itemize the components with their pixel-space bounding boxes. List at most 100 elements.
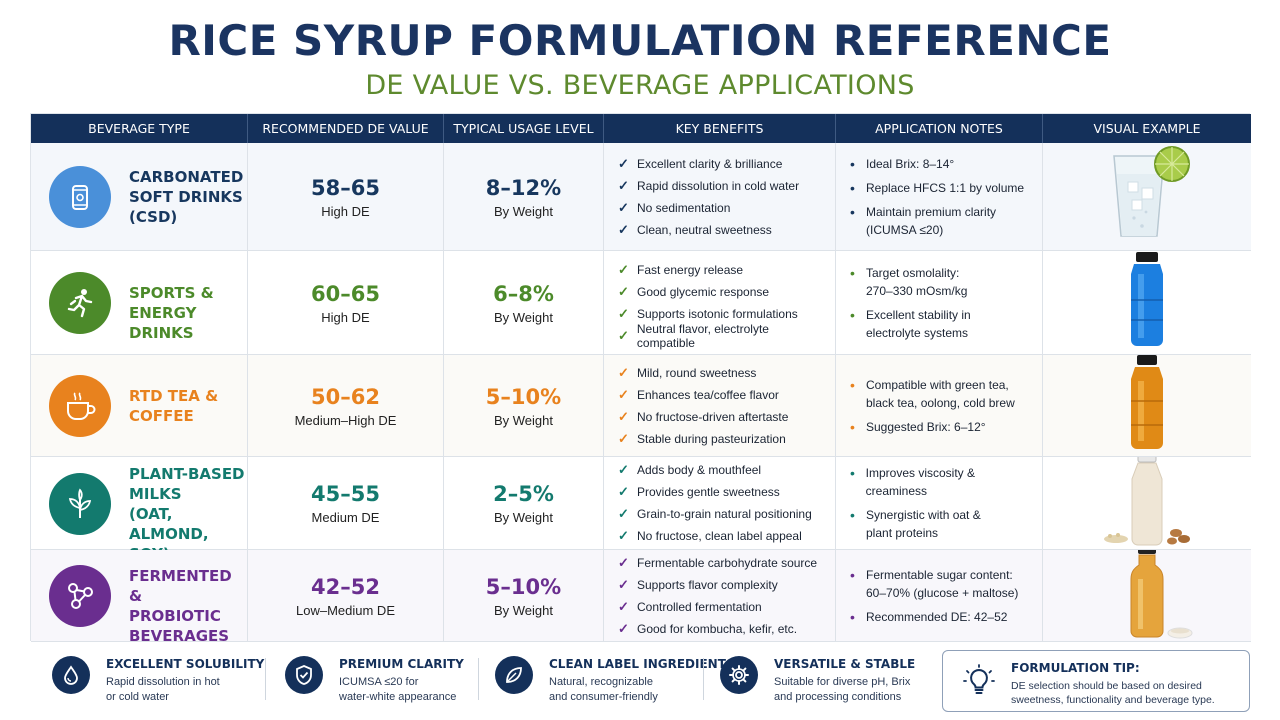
note-text: Ideal Brix: 8–14°: [866, 156, 955, 171]
de-label: Medium DE: [311, 510, 380, 525]
note-text: Compatible with green tea, black tea, oo…: [866, 377, 1015, 410]
application-notes-cell: • Compatible with green tea, black tea, o…: [836, 355, 1043, 456]
note-item: • Improves viscosity & creaminess: [850, 464, 1036, 500]
benefit-item: ✓ No fructose-driven aftertaste: [618, 406, 829, 428]
check-icon: ✓: [618, 261, 629, 277]
note-text: Maintain premium clarity (ICUMSA ≤20): [866, 204, 997, 237]
check-icon: ✓: [618, 199, 629, 215]
de-value: 45–55: [311, 482, 380, 506]
table-header: BEVERAGE TYPE RECOMMENDED DE VALUE TYPIC…: [31, 114, 1251, 143]
benefit-text: Provides gentle sweetness: [637, 485, 780, 499]
benefit-text: No sedimentation: [637, 200, 731, 215]
de-label: High DE: [321, 203, 370, 219]
feature-clean-label: CLEAN LABEL INGREDIENT Natural, recogniz…: [495, 648, 726, 708]
key-benefits-cell: ✓ Mild, round sweetness ✓ Enhances tea/coff…: [604, 355, 836, 456]
beverage-type-cell: RTD TEA & COFFEE: [31, 355, 248, 456]
check-icon: ✓: [618, 221, 629, 237]
feature-text: ICUMSA ≤20 for water-white appearance: [339, 676, 457, 703]
column-header-usage-level: TYPICAL USAGE LEVEL: [444, 114, 604, 143]
soda-can-icon: [49, 166, 111, 228]
check-icon: ✓: [618, 177, 629, 193]
benefit-text: Stable during pasteurization: [637, 431, 786, 446]
usage-level: 5–10%: [485, 384, 562, 409]
table-row: FERMENTED & PROBIOTIC BEVERAGES 42–52 Lo…: [31, 550, 1251, 645]
note-item: • Ideal Brix: 8–14°: [850, 155, 1036, 173]
check-icon: ✓: [618, 620, 629, 636]
check-icon: ✓: [618, 305, 629, 321]
note-text: Target osmolality: 270–330 mOsm/kg: [866, 265, 968, 298]
table-row: CARBONATED SOFT DRINKS (CSD) 58–65 High …: [31, 143, 1251, 251]
check-icon: ✓: [618, 576, 629, 592]
benefit-item: ✓ Controlled fermentation: [618, 596, 829, 618]
feature-title: VERSATILE & STABLE: [774, 657, 916, 671]
bullet-icon: •: [850, 306, 855, 323]
de-value: 50–62: [311, 384, 380, 409]
visual-example-cell: [1043, 457, 1251, 549]
benefit-text: Fast energy release: [637, 262, 744, 277]
note-item: • Compatible with green tea, black tea, o…: [850, 376, 1036, 412]
usage-label: By Weight: [493, 203, 553, 219]
benefit-item: ✓ Supports isotonic formulations: [618, 303, 829, 325]
note-text: Fermentable sugar content: 60–70% (gluco…: [866, 567, 1019, 600]
check-icon: ✓: [618, 528, 629, 543]
benefit-text: Supports isotonic formulations: [637, 306, 798, 321]
benefit-text: Clean, neutral sweetness: [637, 222, 772, 237]
bullet-icon: •: [850, 376, 855, 393]
feature-text: Rapid dissolution in hot or cold water: [106, 676, 220, 703]
plant-milk-bottle-with-almonds-image: [1072, 457, 1222, 549]
check-icon: ✓: [618, 408, 629, 424]
note-text: Synergistic with oat & plant proteins: [866, 508, 981, 540]
leaf-icon: [495, 656, 533, 694]
kombucha-bottle-image: [1072, 550, 1222, 641]
cup-icon: [49, 375, 111, 437]
de-value-cell: 58–65 High DE: [248, 143, 444, 250]
table-row: SPORTS & ENERGY DRINKS 60–65 High DE 6–8…: [31, 251, 1251, 355]
note-item: • Excellent stability in electrolyte syst…: [850, 306, 1036, 342]
benefit-item: ✓ Clean, neutral sweetness: [618, 219, 829, 241]
note-text: Excellent stability in electrolyte syste…: [866, 307, 971, 340]
usage-level: 6–8%: [493, 281, 554, 306]
visual-example-cell: [1043, 355, 1251, 456]
usage-level: 2–5%: [493, 482, 554, 506]
bullet-icon: •: [850, 155, 855, 172]
note-item: • Synergistic with oat & plant proteins: [850, 506, 1036, 542]
column-header-beverage-type: BEVERAGE TYPE: [31, 114, 248, 143]
beverage-type-cell: FERMENTED & PROBIOTIC BEVERAGES: [31, 550, 248, 645]
key-benefits-cell: ✓ Adds body & mouthfeel ✓ Provides gentle s…: [604, 457, 836, 549]
tip-title: FORMULATION TIP:: [1011, 661, 1140, 675]
key-benefits-cell: ✓ Fermentable carbohydrate source ✓ Support…: [604, 550, 836, 641]
benefit-item: ✓ Good glycemic response: [618, 281, 829, 303]
feature-text: Natural, recognizable and consumer-frien…: [549, 676, 658, 703]
benefit-item: ✓ Adds body & mouthfeel: [618, 459, 829, 481]
benefit-item: ✓ Excellent clarity & brilliance: [618, 153, 829, 175]
beverage-type-name: FERMENTED & PROBIOTIC BEVERAGES: [129, 567, 232, 645]
check-icon: ✓: [618, 430, 629, 446]
feature-title: PREMIUM CLARITY: [339, 657, 464, 671]
water-drop-icon: [52, 656, 90, 694]
bullet-icon: •: [850, 179, 855, 196]
reference-table: BEVERAGE TYPE RECOMMENDED DE VALUE TYPIC…: [30, 113, 1251, 645]
benefit-text: Enhances tea/coffee flavor: [637, 387, 779, 402]
benefit-item: ✓ No sedimentation: [618, 197, 829, 219]
benefit-text: Neutral flavor, electrolyte compatible: [636, 321, 769, 350]
note-item: • Target osmolality: 270–330 mOsm/kg: [850, 264, 1036, 300]
blue-sports-drink-bottle-image: [1072, 251, 1222, 354]
visual-example-cell: [1043, 251, 1251, 354]
note-text: Recommended DE: 42–52: [866, 609, 1008, 624]
beverage-type-name: SPORTS & ENERGY DRINKS: [129, 284, 214, 342]
benefit-item: ✓ Rapid dissolution in cold water: [618, 175, 829, 197]
benefit-item: ✓ Neutral flavor, electrolyte compatible: [618, 321, 829, 350]
beverage-type-name: RTD TEA & COFFEE: [129, 387, 219, 425]
footer: EXCELLENT SOLUBILITY Rapid dissolution i…: [0, 648, 1280, 720]
feature-text: Suitable for diverse pH, Brix and proces…: [774, 676, 911, 703]
beverage-type-cell: SPORTS & ENERGY DRINKS: [31, 251, 248, 354]
bullet-icon: •: [850, 203, 855, 220]
benefit-item: ✓ Stable during pasteurization: [618, 428, 829, 450]
check-icon: ✓: [618, 554, 629, 570]
bullet-icon: •: [850, 566, 855, 583]
benefit-item: ✓ Enhances tea/coffee flavor: [618, 384, 829, 406]
lightbulb-icon: [961, 663, 997, 699]
benefit-item: ✓ Fermentable carbohydrate source: [618, 552, 829, 574]
check-icon: ✓: [618, 598, 629, 614]
note-item: • Recommended DE: 42–52: [850, 608, 1036, 626]
